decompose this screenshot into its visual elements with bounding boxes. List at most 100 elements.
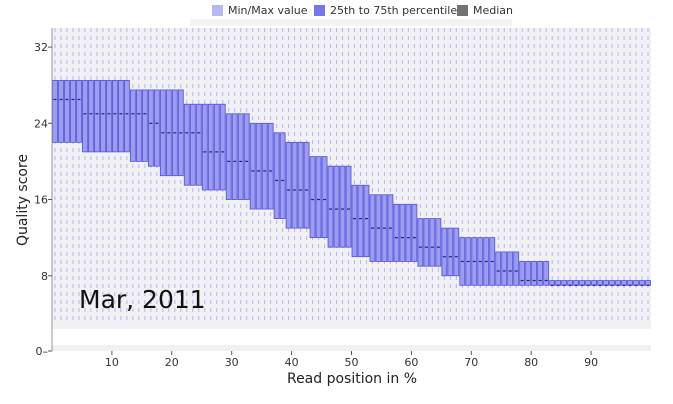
legend-swatch bbox=[314, 5, 325, 16]
legend-label: 25th to 75th percentile bbox=[330, 4, 457, 17]
iqr-box bbox=[441, 227, 448, 277]
iqr-box bbox=[82, 80, 88, 153]
y-axis-label: Quality score bbox=[15, 154, 31, 246]
legend-label: Min/Max value bbox=[228, 4, 308, 17]
axes: 0– 8 16 24 32 10 20 30 40 50 60 70 80 90 bbox=[34, 28, 598, 369]
iqr-box bbox=[519, 261, 526, 286]
iqr-box bbox=[555, 280, 562, 286]
iqr-box bbox=[507, 251, 514, 286]
iqr-box bbox=[249, 122, 256, 210]
iqr-box bbox=[609, 280, 615, 286]
iqr-box bbox=[106, 80, 112, 153]
iqr-box bbox=[94, 80, 100, 153]
iqr-box bbox=[70, 80, 76, 143]
iqr-box bbox=[76, 80, 82, 143]
iqr-box bbox=[543, 261, 550, 286]
iqr-box bbox=[405, 203, 412, 262]
iqr-box bbox=[195, 103, 202, 186]
iqr-box bbox=[333, 165, 340, 248]
iqr-box bbox=[207, 103, 214, 191]
iqr-box bbox=[579, 280, 586, 286]
iqr-box bbox=[351, 184, 358, 258]
iqr-box bbox=[501, 251, 508, 286]
iqr-box bbox=[561, 280, 568, 286]
iqr-box bbox=[201, 103, 208, 191]
iqr-box bbox=[627, 280, 633, 286]
iqr-box bbox=[135, 89, 142, 162]
iqr-box bbox=[453, 227, 460, 277]
iqr-box bbox=[567, 280, 574, 286]
date-annotation: Mar, 2011 bbox=[79, 285, 206, 314]
iqr-box bbox=[549, 280, 556, 286]
iqr-box bbox=[153, 89, 160, 167]
iqr-box bbox=[261, 122, 268, 210]
iqr-box bbox=[117, 80, 124, 153]
iqr-box bbox=[345, 165, 352, 248]
x-tick-label: 80 bbox=[524, 356, 538, 369]
y-tick-label: 16 bbox=[34, 194, 48, 207]
iqr-box bbox=[393, 203, 400, 262]
y-tick-label: 8 bbox=[41, 270, 48, 283]
iqr-box bbox=[219, 103, 226, 191]
iqr-box bbox=[129, 89, 136, 162]
iqr-box bbox=[237, 113, 244, 200]
iqr-box bbox=[327, 165, 334, 248]
iqr-box bbox=[88, 80, 94, 153]
iqr-box bbox=[267, 122, 274, 210]
iqr-box bbox=[189, 103, 196, 186]
iqr-box bbox=[435, 218, 442, 267]
iqr-box bbox=[321, 156, 328, 239]
iqr-box bbox=[531, 261, 538, 286]
x-tick-label: 10 bbox=[105, 356, 119, 369]
legend: Min/Max value 25th to 75th percentile Medi… bbox=[212, 4, 513, 17]
iqr-box bbox=[411, 203, 418, 262]
iqr-box bbox=[417, 218, 424, 267]
iqr-box bbox=[537, 261, 544, 286]
iqr-box bbox=[513, 251, 520, 286]
iqr-box bbox=[495, 251, 502, 286]
iqr-box bbox=[112, 80, 118, 153]
iqr-box bbox=[273, 132, 280, 219]
iqr-box bbox=[603, 280, 609, 286]
x-tick-label: 40 bbox=[285, 356, 299, 369]
iqr-box bbox=[363, 184, 370, 258]
y-tick-label: 24 bbox=[34, 117, 48, 130]
x-tick-label: 20 bbox=[165, 356, 179, 369]
y-tick-label: 0– bbox=[36, 345, 49, 358]
plot-area-lower bbox=[52, 345, 651, 351]
x-tick-label: 50 bbox=[345, 356, 359, 369]
iqr-box bbox=[309, 156, 316, 239]
iqr-box bbox=[339, 165, 346, 248]
iqr-box bbox=[645, 280, 651, 286]
iqr-box bbox=[285, 141, 292, 229]
iqr-box bbox=[315, 156, 322, 239]
iqr-box bbox=[255, 122, 262, 210]
iqr-box bbox=[303, 141, 310, 229]
legend-swatch bbox=[457, 5, 468, 16]
x-axis-label: Read position in % bbox=[287, 371, 417, 387]
iqr-box bbox=[64, 80, 70, 143]
iqr-box bbox=[58, 80, 64, 143]
iqr-box bbox=[100, 80, 106, 153]
iqr-box bbox=[213, 103, 220, 191]
iqr-box bbox=[639, 280, 645, 286]
iqr-box bbox=[429, 218, 436, 267]
iqr-box bbox=[447, 227, 454, 277]
legend-swatch bbox=[212, 5, 223, 16]
iqr-box bbox=[525, 261, 532, 286]
iqr-box bbox=[123, 80, 130, 153]
iqr-box bbox=[147, 89, 154, 167]
iqr-box bbox=[231, 113, 238, 200]
plot-area bbox=[52, 28, 651, 329]
iqr-box bbox=[633, 280, 639, 286]
iqr-box bbox=[243, 113, 250, 200]
iqr-box bbox=[279, 132, 286, 219]
iqr-box bbox=[591, 280, 597, 286]
iqr-box bbox=[297, 141, 304, 229]
x-tick-label: 60 bbox=[404, 356, 418, 369]
x-tick-label: 30 bbox=[225, 356, 239, 369]
iqr-box bbox=[141, 89, 148, 162]
iqr-box bbox=[597, 280, 603, 286]
